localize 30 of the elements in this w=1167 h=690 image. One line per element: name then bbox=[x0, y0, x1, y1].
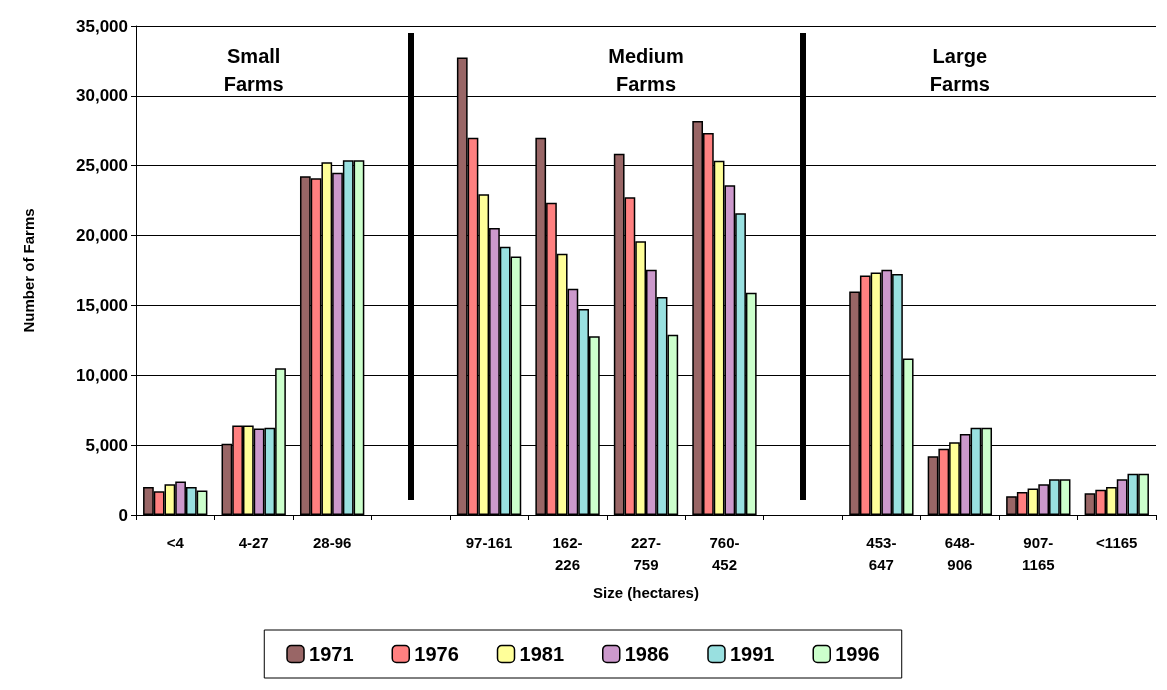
y-tick-label: 30,000 bbox=[76, 86, 128, 106]
x-tick-label: 453-647 bbox=[866, 533, 897, 573]
y-tick-label: 5,000 bbox=[85, 435, 128, 455]
x-tick-label: 28-96 bbox=[312, 533, 352, 551]
annotation: Large Farms bbox=[929, 45, 990, 95]
x-tick-label: 227-759 bbox=[630, 533, 662, 573]
legend-label: 1976 bbox=[414, 643, 459, 665]
legend-label: 1991 bbox=[729, 643, 775, 665]
x-tick-label: <4 bbox=[166, 533, 185, 551]
x-tick-label: 648-906 bbox=[944, 533, 975, 573]
y-tick-label: 10,000 bbox=[76, 365, 128, 385]
x-tick-label: <1165 bbox=[1096, 533, 1138, 551]
annotation: Small Farms bbox=[223, 45, 284, 95]
y-tick-label: 20,000 bbox=[76, 226, 128, 246]
legend-label: 1986 bbox=[624, 643, 670, 665]
x-tick-label: 162-226 bbox=[552, 533, 583, 573]
x-tick-label: 97-161 bbox=[465, 533, 513, 551]
y-tick-label: 25,000 bbox=[76, 156, 128, 176]
legend-label: 1971 bbox=[309, 643, 354, 665]
y-tick-label: 15,000 bbox=[76, 295, 128, 315]
y-axis-title: Number of Farms bbox=[20, 208, 37, 333]
annotation: Medium Farms bbox=[608, 45, 684, 95]
y-tick-label: 0 bbox=[118, 505, 128, 525]
legend-label: 1981 bbox=[519, 643, 565, 665]
legend-label: 1996 bbox=[835, 643, 880, 665]
x-tick-label: 907-1165 bbox=[1022, 533, 1055, 573]
x-tick-label: 4-27 bbox=[238, 533, 269, 551]
x-tick-label: 760-452 bbox=[709, 533, 740, 573]
x-axis-title: Size (hectares) bbox=[593, 584, 699, 601]
y-tick-label: 35,000 bbox=[76, 16, 128, 36]
